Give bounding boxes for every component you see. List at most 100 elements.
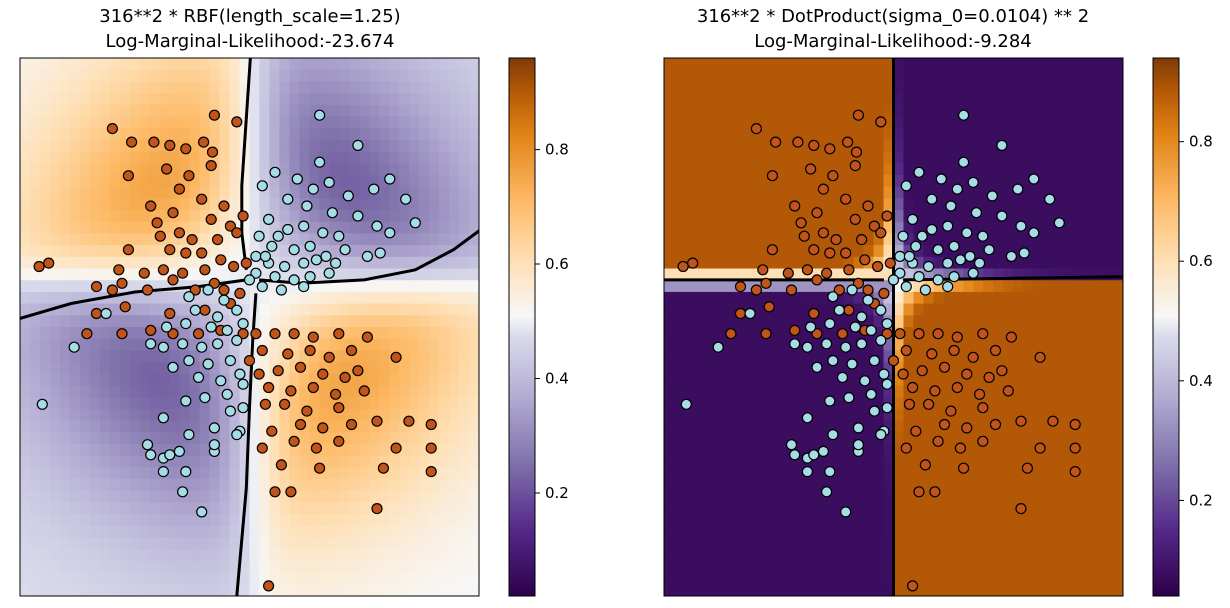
right-data-point — [808, 307, 820, 320]
right-heat-cell — [693, 537, 705, 550]
right-heat-cell — [863, 139, 875, 153]
right-heat-cell — [943, 397, 954, 410]
right-heat-cell — [863, 514, 875, 527]
right-heat-cell — [993, 537, 1004, 550]
left-heat-cell — [89, 408, 101, 422]
left-heat-cell — [119, 139, 131, 153]
left-heat-cell — [409, 584, 420, 596]
left-data-point — [409, 217, 421, 229]
left-heat-cell — [179, 572, 191, 585]
left-heat-cell — [279, 327, 291, 340]
left-heat-cell — [199, 69, 211, 82]
right-heat-cell — [953, 116, 964, 129]
left-heat-cell — [309, 139, 320, 153]
right-heat-cell — [1043, 139, 1054, 153]
left-heat-cell — [159, 128, 171, 141]
right-heat-cell — [863, 490, 875, 504]
right-heat-cell — [963, 233, 974, 246]
right-heat-cell — [763, 467, 775, 480]
left-heat-cell — [169, 338, 181, 351]
left-heat-cell — [59, 420, 71, 433]
right-heat-cell — [743, 584, 755, 596]
right-heat-cell — [953, 432, 964, 445]
left-heat-cell — [69, 245, 81, 258]
left-heat-cell — [139, 210, 151, 223]
left-heat-cell — [449, 186, 460, 199]
left-heat-cell — [99, 502, 111, 515]
left-heat-cell — [339, 560, 350, 574]
left-heat-cell — [29, 303, 41, 316]
right-heat-cell — [1083, 327, 1094, 340]
left-heat-cell — [59, 221, 71, 235]
left-heat-cell — [189, 174, 201, 188]
right-heat-cell — [664, 584, 675, 596]
left-heat-cell — [299, 479, 310, 492]
left-heat-cell — [419, 385, 430, 398]
left-heat-cell — [59, 560, 71, 574]
left-heat-cell — [329, 268, 340, 281]
left-heat-cell — [259, 490, 271, 504]
left-heat-cell — [309, 163, 320, 176]
right-heat-cell — [853, 128, 865, 141]
left-data-point — [345, 418, 358, 431]
right-heat-cell — [1073, 549, 1084, 562]
left-heat-cell — [309, 479, 320, 492]
right-heat-cell — [933, 479, 944, 492]
left-heat-cell — [269, 514, 281, 527]
left-heat-cell — [379, 514, 390, 527]
left-heat-cell — [79, 81, 91, 94]
left-heat-cell — [179, 93, 191, 106]
right-heat-cell — [723, 362, 735, 375]
left-heat-cell — [279, 174, 291, 188]
right-heat-cell — [1093, 233, 1104, 246]
left-heat-cell — [169, 560, 181, 574]
left-heat-cell — [199, 315, 211, 328]
left-heat-cell — [69, 432, 81, 445]
left-heat-cell — [359, 514, 370, 527]
right-heat-cell — [763, 104, 775, 118]
left-heat-cell — [399, 69, 410, 82]
left-heat-cell — [329, 502, 340, 515]
left-heat-cell — [199, 479, 211, 492]
left-heat-cell — [149, 373, 161, 387]
right-heat-cell — [753, 373, 765, 387]
right-heat-cell — [733, 69, 745, 82]
right-heat-cell — [733, 443, 745, 457]
left-heat-cell — [329, 245, 340, 258]
left-heat-cell — [459, 69, 470, 82]
left-heat-cell — [379, 490, 390, 504]
right-heat-cell — [1053, 584, 1064, 596]
right-heat-cell — [673, 549, 685, 562]
right-heat-cell — [883, 514, 895, 527]
left-data-point — [384, 227, 396, 239]
right-data-point — [887, 355, 900, 367]
left-data-point — [90, 281, 103, 293]
left-heat-cell — [409, 408, 420, 422]
left-heat-cell — [189, 572, 201, 585]
right-heat-cell — [783, 373, 795, 387]
right-heat-cell — [673, 174, 685, 188]
left-heat-cell — [89, 373, 101, 387]
left-heat-cell — [389, 385, 400, 398]
right-data-point — [894, 328, 906, 340]
right-heat-cell — [703, 163, 715, 176]
right-heat-cell — [1043, 502, 1054, 515]
right-heat-cell — [1053, 198, 1064, 211]
right-heat-cell — [693, 221, 705, 235]
left-heat-cell — [99, 116, 111, 129]
left-data-point — [224, 405, 236, 417]
right-heat-cell — [1063, 58, 1074, 71]
right-heat-cell — [873, 560, 885, 574]
right-data-point — [887, 274, 900, 286]
right-heat-cell — [913, 69, 925, 82]
right-heat-cell — [953, 420, 964, 433]
left-heat-cell — [299, 81, 310, 94]
left-heat-cell — [379, 525, 390, 539]
left-data-point — [212, 311, 224, 323]
right-heat-cell — [1013, 116, 1024, 129]
right-heat-cell — [1013, 81, 1024, 94]
right-heat-cell — [883, 467, 895, 480]
right-heat-cell — [943, 443, 954, 457]
left-heat-cell — [259, 81, 271, 94]
left-heat-cell — [189, 151, 201, 164]
